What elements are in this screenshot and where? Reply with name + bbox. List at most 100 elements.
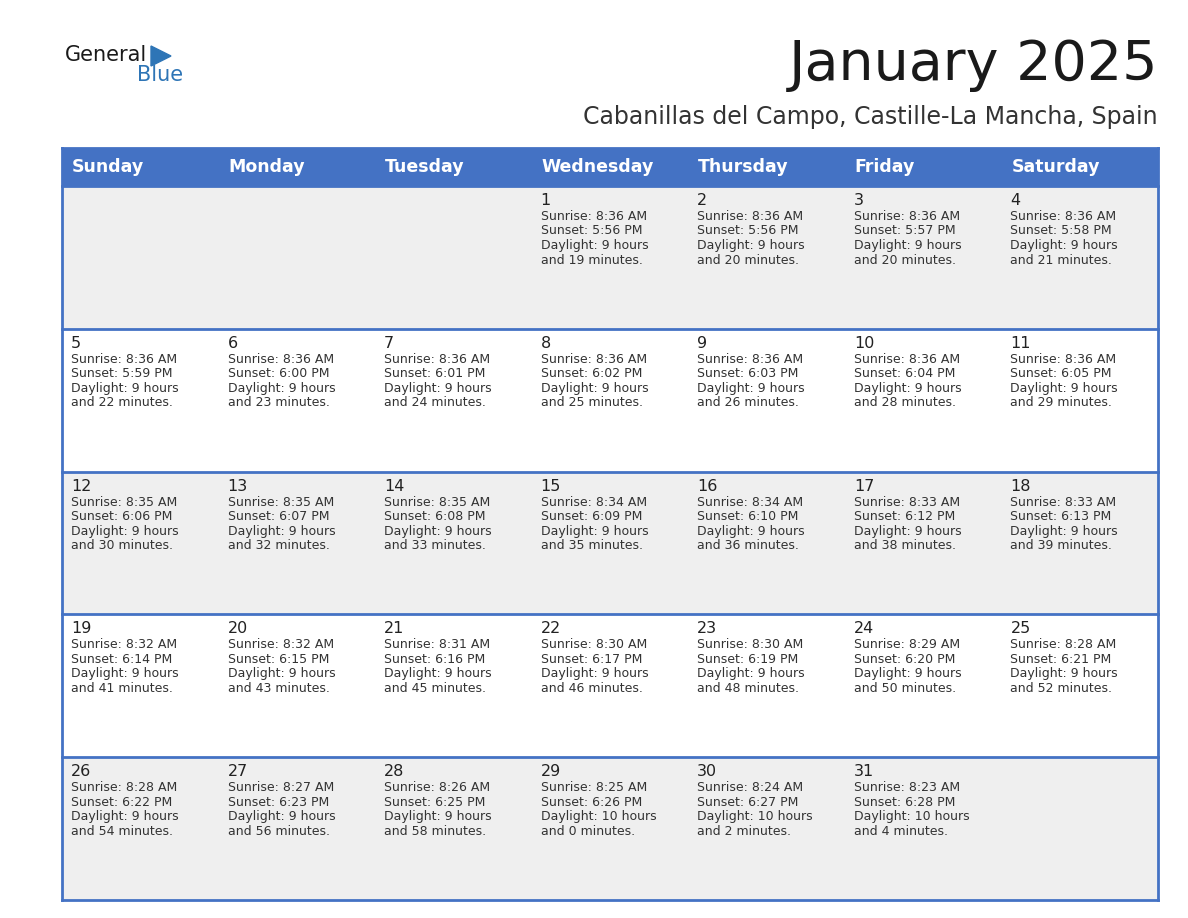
Text: Sunrise: 8:25 AM: Sunrise: 8:25 AM <box>541 781 647 794</box>
Text: Sunset: 6:16 PM: Sunset: 6:16 PM <box>384 653 486 666</box>
Text: Sunset: 6:27 PM: Sunset: 6:27 PM <box>697 796 798 809</box>
Text: Sunrise: 8:35 AM: Sunrise: 8:35 AM <box>228 496 334 509</box>
Bar <box>62 186 1158 329</box>
Text: Daylight: 9 hours: Daylight: 9 hours <box>1011 382 1118 395</box>
Text: and 41 minutes.: and 41 minutes. <box>71 682 173 695</box>
Text: Sunrise: 8:35 AM: Sunrise: 8:35 AM <box>71 496 177 509</box>
Text: Daylight: 9 hours: Daylight: 9 hours <box>697 524 805 538</box>
Text: Daylight: 9 hours: Daylight: 9 hours <box>854 382 961 395</box>
Text: and 30 minutes.: and 30 minutes. <box>71 539 173 552</box>
Text: Sunset: 6:05 PM: Sunset: 6:05 PM <box>1011 367 1112 380</box>
Text: Sunrise: 8:30 AM: Sunrise: 8:30 AM <box>697 638 803 652</box>
Text: Daylight: 9 hours: Daylight: 9 hours <box>384 811 492 823</box>
Text: Sunset: 6:02 PM: Sunset: 6:02 PM <box>541 367 642 380</box>
Text: Cabanillas del Campo, Castille-La Mancha, Spain: Cabanillas del Campo, Castille-La Mancha… <box>583 105 1158 129</box>
Text: Sunset: 6:13 PM: Sunset: 6:13 PM <box>1011 510 1112 523</box>
Bar <box>62 614 1158 757</box>
Text: Daylight: 9 hours: Daylight: 9 hours <box>71 811 178 823</box>
Text: and 48 minutes.: and 48 minutes. <box>697 682 800 695</box>
Text: 15: 15 <box>541 478 561 494</box>
Text: Sunset: 5:56 PM: Sunset: 5:56 PM <box>697 225 798 238</box>
Text: 10: 10 <box>854 336 874 351</box>
Text: Daylight: 9 hours: Daylight: 9 hours <box>1011 667 1118 680</box>
Text: and 45 minutes.: and 45 minutes. <box>384 682 486 695</box>
Text: Daylight: 9 hours: Daylight: 9 hours <box>541 382 649 395</box>
Text: Sunrise: 8:23 AM: Sunrise: 8:23 AM <box>854 781 960 794</box>
Text: Sunset: 6:22 PM: Sunset: 6:22 PM <box>71 796 172 809</box>
Text: Sunset: 6:01 PM: Sunset: 6:01 PM <box>384 367 486 380</box>
Text: Sunset: 6:12 PM: Sunset: 6:12 PM <box>854 510 955 523</box>
Text: Sunset: 6:17 PM: Sunset: 6:17 PM <box>541 653 642 666</box>
Text: Sunset: 5:56 PM: Sunset: 5:56 PM <box>541 225 643 238</box>
Text: Daylight: 10 hours: Daylight: 10 hours <box>854 811 969 823</box>
Text: 22: 22 <box>541 621 561 636</box>
Text: and 2 minutes.: and 2 minutes. <box>697 824 791 838</box>
Text: and 20 minutes.: and 20 minutes. <box>697 253 800 266</box>
Text: 25: 25 <box>1011 621 1031 636</box>
Text: 30: 30 <box>697 764 718 779</box>
Text: Blue: Blue <box>137 65 183 85</box>
Text: and 39 minutes.: and 39 minutes. <box>1011 539 1112 552</box>
Text: and 58 minutes.: and 58 minutes. <box>384 824 486 838</box>
Text: Sunrise: 8:26 AM: Sunrise: 8:26 AM <box>384 781 491 794</box>
Text: 18: 18 <box>1011 478 1031 494</box>
Text: 17: 17 <box>854 478 874 494</box>
Text: Sunset: 6:25 PM: Sunset: 6:25 PM <box>384 796 486 809</box>
Text: Sunrise: 8:28 AM: Sunrise: 8:28 AM <box>1011 638 1117 652</box>
Text: 1: 1 <box>541 193 551 208</box>
Text: Sunrise: 8:36 AM: Sunrise: 8:36 AM <box>854 353 960 365</box>
Text: Daylight: 9 hours: Daylight: 9 hours <box>71 667 178 680</box>
Text: and 32 minutes.: and 32 minutes. <box>228 539 329 552</box>
Text: Sunset: 6:21 PM: Sunset: 6:21 PM <box>1011 653 1112 666</box>
Text: 11: 11 <box>1011 336 1031 351</box>
Text: 14: 14 <box>384 478 405 494</box>
Text: and 4 minutes.: and 4 minutes. <box>854 824 948 838</box>
Text: Daylight: 9 hours: Daylight: 9 hours <box>228 667 335 680</box>
Text: Daylight: 9 hours: Daylight: 9 hours <box>541 524 649 538</box>
Text: Sunset: 6:04 PM: Sunset: 6:04 PM <box>854 367 955 380</box>
Text: 24: 24 <box>854 621 874 636</box>
Text: Sunrise: 8:36 AM: Sunrise: 8:36 AM <box>71 353 177 365</box>
Text: Sunrise: 8:36 AM: Sunrise: 8:36 AM <box>541 210 646 223</box>
Text: Sunset: 6:09 PM: Sunset: 6:09 PM <box>541 510 642 523</box>
Text: and 24 minutes.: and 24 minutes. <box>384 397 486 409</box>
Text: Daylight: 9 hours: Daylight: 9 hours <box>228 524 335 538</box>
Bar <box>62 472 1158 614</box>
Text: 23: 23 <box>697 621 718 636</box>
Text: Sunrise: 8:33 AM: Sunrise: 8:33 AM <box>854 496 960 509</box>
Text: and 33 minutes.: and 33 minutes. <box>384 539 486 552</box>
Text: Wednesday: Wednesday <box>542 158 655 176</box>
Text: 13: 13 <box>228 478 248 494</box>
Text: Sunrise: 8:36 AM: Sunrise: 8:36 AM <box>854 210 960 223</box>
Text: Sunset: 5:58 PM: Sunset: 5:58 PM <box>1011 225 1112 238</box>
Text: 9: 9 <box>697 336 707 351</box>
Text: 2: 2 <box>697 193 707 208</box>
Text: Daylight: 10 hours: Daylight: 10 hours <box>697 811 813 823</box>
Text: and 50 minutes.: and 50 minutes. <box>854 682 956 695</box>
Text: and 26 minutes.: and 26 minutes. <box>697 397 800 409</box>
Text: Sunset: 6:20 PM: Sunset: 6:20 PM <box>854 653 955 666</box>
Text: Sunrise: 8:36 AM: Sunrise: 8:36 AM <box>228 353 334 365</box>
Text: Daylight: 9 hours: Daylight: 9 hours <box>384 382 492 395</box>
Text: Sunset: 6:00 PM: Sunset: 6:00 PM <box>228 367 329 380</box>
Text: 21: 21 <box>384 621 405 636</box>
Text: Daylight: 9 hours: Daylight: 9 hours <box>71 382 178 395</box>
Text: and 46 minutes.: and 46 minutes. <box>541 682 643 695</box>
Text: Monday: Monday <box>228 158 305 176</box>
Text: Saturday: Saturday <box>1011 158 1100 176</box>
Text: Sunset: 6:14 PM: Sunset: 6:14 PM <box>71 653 172 666</box>
Text: and 21 minutes.: and 21 minutes. <box>1011 253 1112 266</box>
Text: Daylight: 9 hours: Daylight: 9 hours <box>1011 239 1118 252</box>
Text: Sunday: Sunday <box>72 158 144 176</box>
Text: 27: 27 <box>228 764 248 779</box>
Text: Tuesday: Tuesday <box>385 158 465 176</box>
Text: Daylight: 9 hours: Daylight: 9 hours <box>71 524 178 538</box>
Text: Sunrise: 8:36 AM: Sunrise: 8:36 AM <box>697 353 803 365</box>
Text: and 0 minutes.: and 0 minutes. <box>541 824 634 838</box>
Text: Daylight: 9 hours: Daylight: 9 hours <box>854 524 961 538</box>
Text: Sunrise: 8:34 AM: Sunrise: 8:34 AM <box>541 496 646 509</box>
Text: Sunrise: 8:33 AM: Sunrise: 8:33 AM <box>1011 496 1117 509</box>
Text: and 36 minutes.: and 36 minutes. <box>697 539 800 552</box>
Text: Daylight: 9 hours: Daylight: 9 hours <box>1011 524 1118 538</box>
Text: Sunset: 6:08 PM: Sunset: 6:08 PM <box>384 510 486 523</box>
